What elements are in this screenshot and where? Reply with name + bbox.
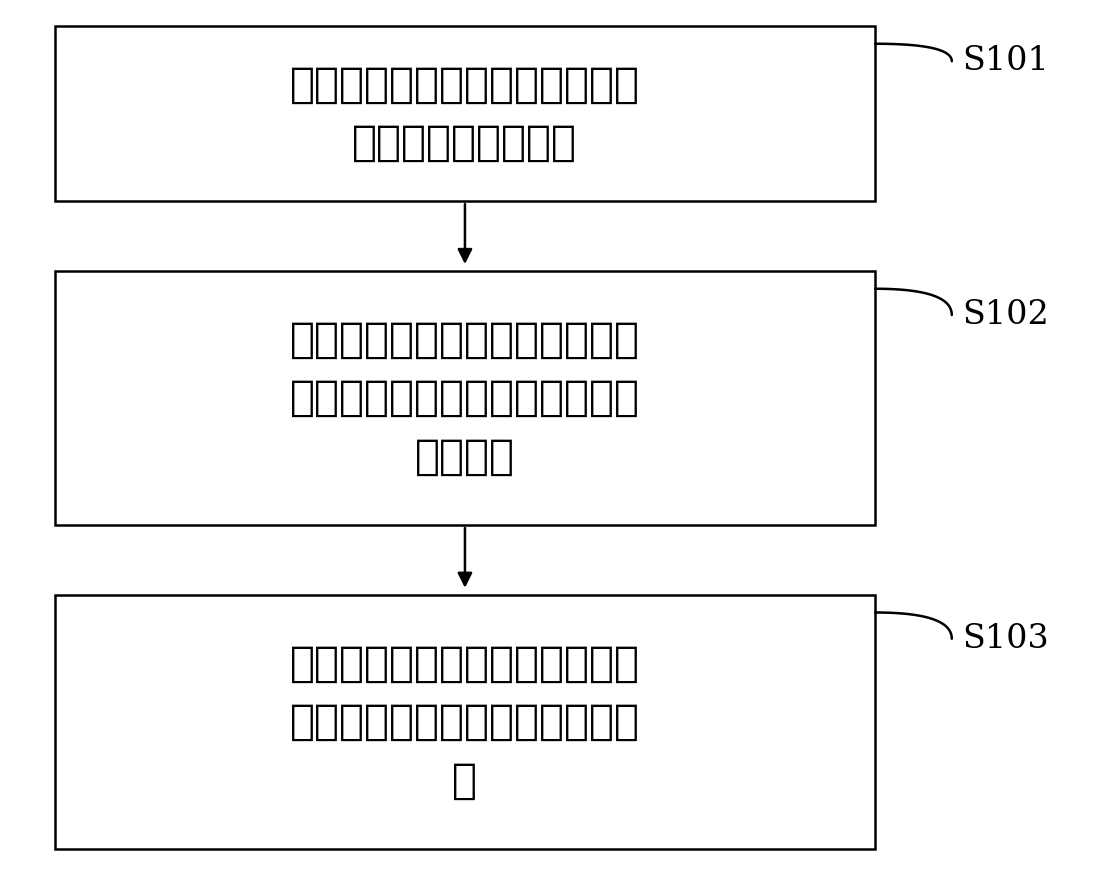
Bar bbox=[55, 595, 875, 849]
Text: 获取系统通信需求速率或者通信
模块的网络连接速率: 获取系统通信需求速率或者通信 模块的网络连接速率 bbox=[290, 64, 640, 164]
Text: S101: S101 bbox=[963, 46, 1049, 77]
Text: S103: S103 bbox=[963, 623, 1049, 654]
Text: S102: S102 bbox=[963, 299, 1049, 331]
Text: 设置与通信模块连接的总线的传
输速率为上述算出的总线传输速
率: 设置与通信模块连接的总线的传 输速率为上述算出的总线传输速 率 bbox=[290, 642, 640, 802]
Bar bbox=[55, 26, 875, 201]
Bar bbox=[55, 271, 875, 525]
Text: 算出满足系统通信需求速率或者
通信模块的网络连接速率的总线
传输速率: 算出满足系统通信需求速率或者 通信模块的网络连接速率的总线 传输速率 bbox=[290, 318, 640, 478]
